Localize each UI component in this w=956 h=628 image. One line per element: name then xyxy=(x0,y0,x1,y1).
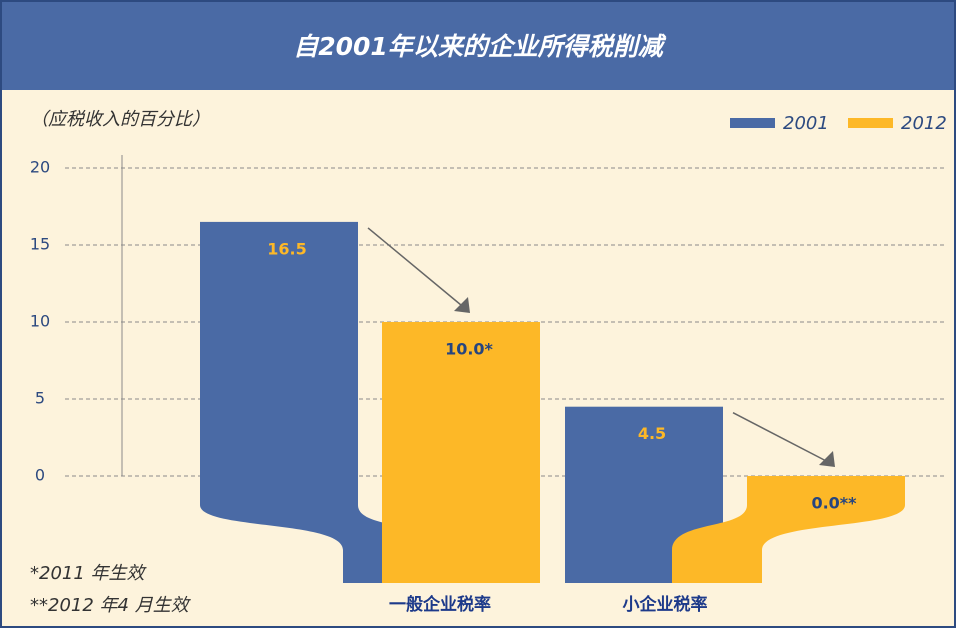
bar-tail xyxy=(200,476,433,583)
footnote: *2011 年生效 xyxy=(30,563,148,584)
y-tick-label: 10 xyxy=(30,312,50,331)
x-tick-label: 小企业税率 xyxy=(623,594,708,615)
bar-tail xyxy=(382,476,540,583)
bar xyxy=(382,322,540,476)
bar-tail xyxy=(672,476,905,583)
y-tick-label: 0 xyxy=(35,466,45,485)
arrow xyxy=(367,227,468,311)
subtitle: （应税收入的百分比） xyxy=(30,109,210,130)
legend-label: 2001 xyxy=(783,113,829,134)
y-tick-label: 20 xyxy=(30,158,50,177)
legend-label: 2012 xyxy=(901,113,947,134)
arrow-head xyxy=(454,297,470,313)
footnote: **2012 年4 月生效 xyxy=(30,595,192,616)
bar xyxy=(565,406,723,476)
title-bar xyxy=(0,0,956,90)
value-label: 0.0** xyxy=(811,494,857,513)
legend-swatch xyxy=(730,118,775,128)
x-tick-label: 一般企业税率 xyxy=(389,594,491,615)
y-tick-label: 15 xyxy=(30,235,50,254)
y-tick-label: 5 xyxy=(35,389,45,408)
bar xyxy=(200,221,358,476)
arrow xyxy=(732,412,833,465)
value-label: 16.5 xyxy=(267,239,306,258)
legend-swatch xyxy=(848,118,893,128)
chart-title: 自2001年以来的企业所得税削减 xyxy=(293,32,667,61)
value-label: 4.5 xyxy=(638,424,666,443)
arrow-head xyxy=(819,451,835,467)
value-label: 10.0* xyxy=(445,340,493,359)
